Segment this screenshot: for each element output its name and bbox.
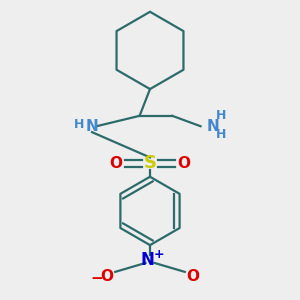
- Text: S: S: [143, 154, 157, 172]
- Text: O: O: [178, 156, 191, 171]
- Text: +: +: [154, 248, 164, 260]
- Text: O: O: [109, 156, 122, 171]
- Text: H: H: [74, 118, 85, 131]
- Text: N: N: [140, 251, 154, 269]
- Text: N: N: [86, 119, 98, 134]
- Text: H: H: [216, 128, 226, 141]
- Text: O: O: [100, 269, 113, 284]
- Text: O: O: [187, 269, 200, 284]
- Text: H: H: [216, 110, 226, 122]
- Text: −: −: [90, 271, 103, 286]
- Text: N: N: [206, 119, 219, 134]
